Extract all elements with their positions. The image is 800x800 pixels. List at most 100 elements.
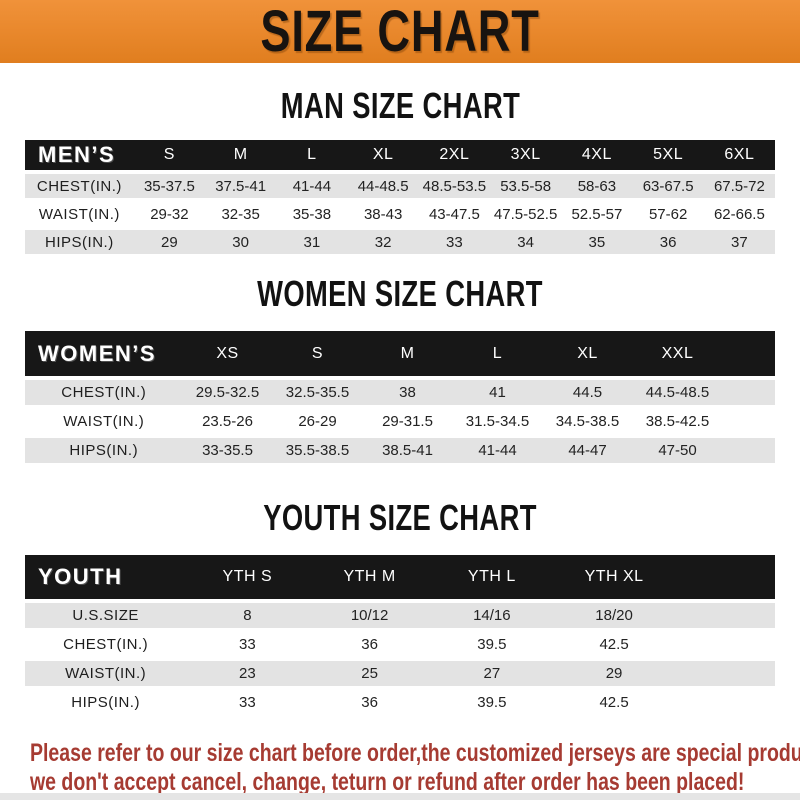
row-label-chest-in-: CHEST(IN.) bbox=[25, 380, 183, 405]
row-label-hips-in-: HIPS(IN.) bbox=[25, 230, 134, 254]
cell: 29-32 bbox=[133, 202, 205, 226]
youth-section-title: YOUTH SIZE CHART bbox=[0, 500, 800, 536]
women-section-title: WOMEN SIZE CHART bbox=[0, 276, 800, 312]
cell: 42.5 bbox=[552, 690, 676, 715]
cell: 41 bbox=[452, 380, 543, 405]
cell: 38 bbox=[362, 380, 453, 405]
order-disclaimer: Please refer to our size chart before or… bbox=[30, 739, 800, 797]
youth-size-chart-section: YOUTH SIZE CHART YOUTH YTH S YTH M YTH L YTH … bbox=[0, 500, 800, 719]
cell: 41-44 bbox=[452, 438, 543, 463]
women-section-title-text: WOMEN SIZE CHART bbox=[257, 273, 543, 314]
cell: 37 bbox=[703, 230, 775, 254]
disclaimer-line-1: Please refer to our size chart before or… bbox=[30, 739, 800, 767]
cell: 33 bbox=[418, 230, 490, 254]
cell: 29 bbox=[552, 661, 676, 686]
cell: 8 bbox=[186, 603, 309, 628]
cell: 44-48.5 bbox=[347, 174, 419, 198]
cell: 14/16 bbox=[430, 603, 553, 628]
cell: 57-62 bbox=[632, 202, 704, 226]
header-filler bbox=[675, 555, 775, 599]
cell: 47-50 bbox=[632, 438, 723, 463]
men-size-chart-section: MAN SIZE CHART MEN’S S M L XL 2XL 3XL 4XL 5XL 6XL C… bbox=[0, 88, 800, 258]
column-header-s: S bbox=[133, 140, 205, 170]
cell: 32 bbox=[347, 230, 419, 254]
column-header-l: L bbox=[452, 331, 543, 376]
bottom-edge-strip bbox=[0, 793, 800, 800]
column-header-yth-s: YTH S bbox=[186, 555, 309, 599]
cell: 30 bbox=[205, 230, 277, 254]
cell: 39.5 bbox=[430, 632, 553, 657]
column-header-yth-xl: YTH XL bbox=[552, 555, 676, 599]
cell: 33-35.5 bbox=[182, 438, 273, 463]
cell: 62-66.5 bbox=[703, 202, 775, 226]
row-filler bbox=[722, 409, 775, 434]
row-label-chest-in-: CHEST(IN.) bbox=[25, 632, 187, 657]
youth-size-table: YOUTH YTH S YTH M YTH L YTH XL U.S.SIZE 8 10/12… bbox=[25, 551, 775, 719]
cell: 38.5-41 bbox=[362, 438, 453, 463]
cell: 48.5-53.5 bbox=[418, 174, 490, 198]
cell: 34 bbox=[490, 230, 562, 254]
table-row: CHEST(IN.) 33 36 39.5 42.5 bbox=[25, 632, 775, 657]
cell: 35-37.5 bbox=[133, 174, 205, 198]
disclaimer-line-2: we don't accept cancel, change, teturn o… bbox=[30, 768, 745, 796]
cell: 23 bbox=[186, 661, 309, 686]
cell: 36 bbox=[308, 690, 431, 715]
table-row: CHEST(IN.) 35-37.5 37.5-41 41-44 44-48.5 48.5… bbox=[25, 174, 775, 198]
youth-table-header-row: YOUTH YTH S YTH M YTH L YTH XL bbox=[25, 555, 775, 599]
cell: 29 bbox=[133, 230, 205, 254]
cell: 38-43 bbox=[347, 202, 419, 226]
cell: 37.5-41 bbox=[205, 174, 277, 198]
cell: 32-35 bbox=[205, 202, 277, 226]
cell: 29-31.5 bbox=[362, 409, 453, 434]
cell: 58-63 bbox=[561, 174, 633, 198]
column-header-xl: XL bbox=[542, 331, 633, 376]
row-filler bbox=[722, 438, 775, 463]
column-header-m: M bbox=[205, 140, 277, 170]
men-table-header-label: MEN’S bbox=[25, 140, 134, 170]
row-label-waist-in-: WAIST(IN.) bbox=[25, 409, 183, 434]
youth-table-header-label: YOUTH bbox=[25, 555, 187, 599]
cell: 31.5-34.5 bbox=[452, 409, 543, 434]
table-row: CHEST(IN.) 29.5-32.5 32.5-35.5 38 41 44.5 44.5… bbox=[25, 380, 775, 405]
column-header-m: M bbox=[362, 331, 453, 376]
cell: 35-38 bbox=[276, 202, 348, 226]
cell: 31 bbox=[276, 230, 348, 254]
cell: 32.5-35.5 bbox=[272, 380, 363, 405]
cell: 41-44 bbox=[276, 174, 348, 198]
column-header-yth-m: YTH M bbox=[308, 555, 431, 599]
women-table-header-label: WOMEN’S bbox=[25, 331, 183, 376]
cell: 44.5 bbox=[542, 380, 633, 405]
cell: 35.5-38.5 bbox=[272, 438, 363, 463]
column-header-xl: XL bbox=[347, 140, 419, 170]
women-table-header-row: WOMEN’S XS S M L XL XXL bbox=[25, 331, 775, 376]
column-header-2xl: 2XL bbox=[418, 140, 490, 170]
table-row: U.S.SIZE 8 10/12 14/16 18/20 bbox=[25, 603, 775, 628]
row-filler bbox=[675, 632, 775, 657]
column-header-5xl: 5XL bbox=[632, 140, 704, 170]
women-size-table: WOMEN’S XS S M L XL XXL CHEST(IN.) 29.5-32.5 32.5… bbox=[25, 327, 775, 467]
row-label-waist-in-: WAIST(IN.) bbox=[25, 661, 187, 686]
cell: 63-67.5 bbox=[632, 174, 704, 198]
cell: 33 bbox=[186, 690, 309, 715]
size-chart-banner: SIZE CHART bbox=[0, 0, 800, 63]
row-label-waist-in-: WAIST(IN.) bbox=[25, 202, 134, 226]
men-section-title-text: MAN SIZE CHART bbox=[280, 85, 520, 126]
cell: 36 bbox=[632, 230, 704, 254]
cell: 35 bbox=[561, 230, 633, 254]
cell: 23.5-26 bbox=[182, 409, 273, 434]
cell: 26-29 bbox=[272, 409, 363, 434]
cell: 44.5-48.5 bbox=[632, 380, 723, 405]
table-row: WAIST(IN.) 29-32 32-35 35-38 38-43 43-47.5 47.… bbox=[25, 202, 775, 226]
row-filler bbox=[675, 661, 775, 686]
column-header-4xl: 4XL bbox=[561, 140, 633, 170]
column-header-xxl: XXL bbox=[632, 331, 723, 376]
cell: 34.5-38.5 bbox=[542, 409, 633, 434]
table-row: HIPS(IN.) 29 30 31 32 33 34 35 36 37 bbox=[25, 230, 775, 254]
cell: 36 bbox=[308, 632, 431, 657]
cell: 42.5 bbox=[552, 632, 676, 657]
row-filler bbox=[675, 690, 775, 715]
cell: 27 bbox=[430, 661, 553, 686]
men-table-header-row: MEN’S S M L XL 2XL 3XL 4XL 5XL 6XL bbox=[25, 140, 775, 170]
row-label-hips-in-: HIPS(IN.) bbox=[25, 438, 183, 463]
cell: 52.5-57 bbox=[561, 202, 633, 226]
